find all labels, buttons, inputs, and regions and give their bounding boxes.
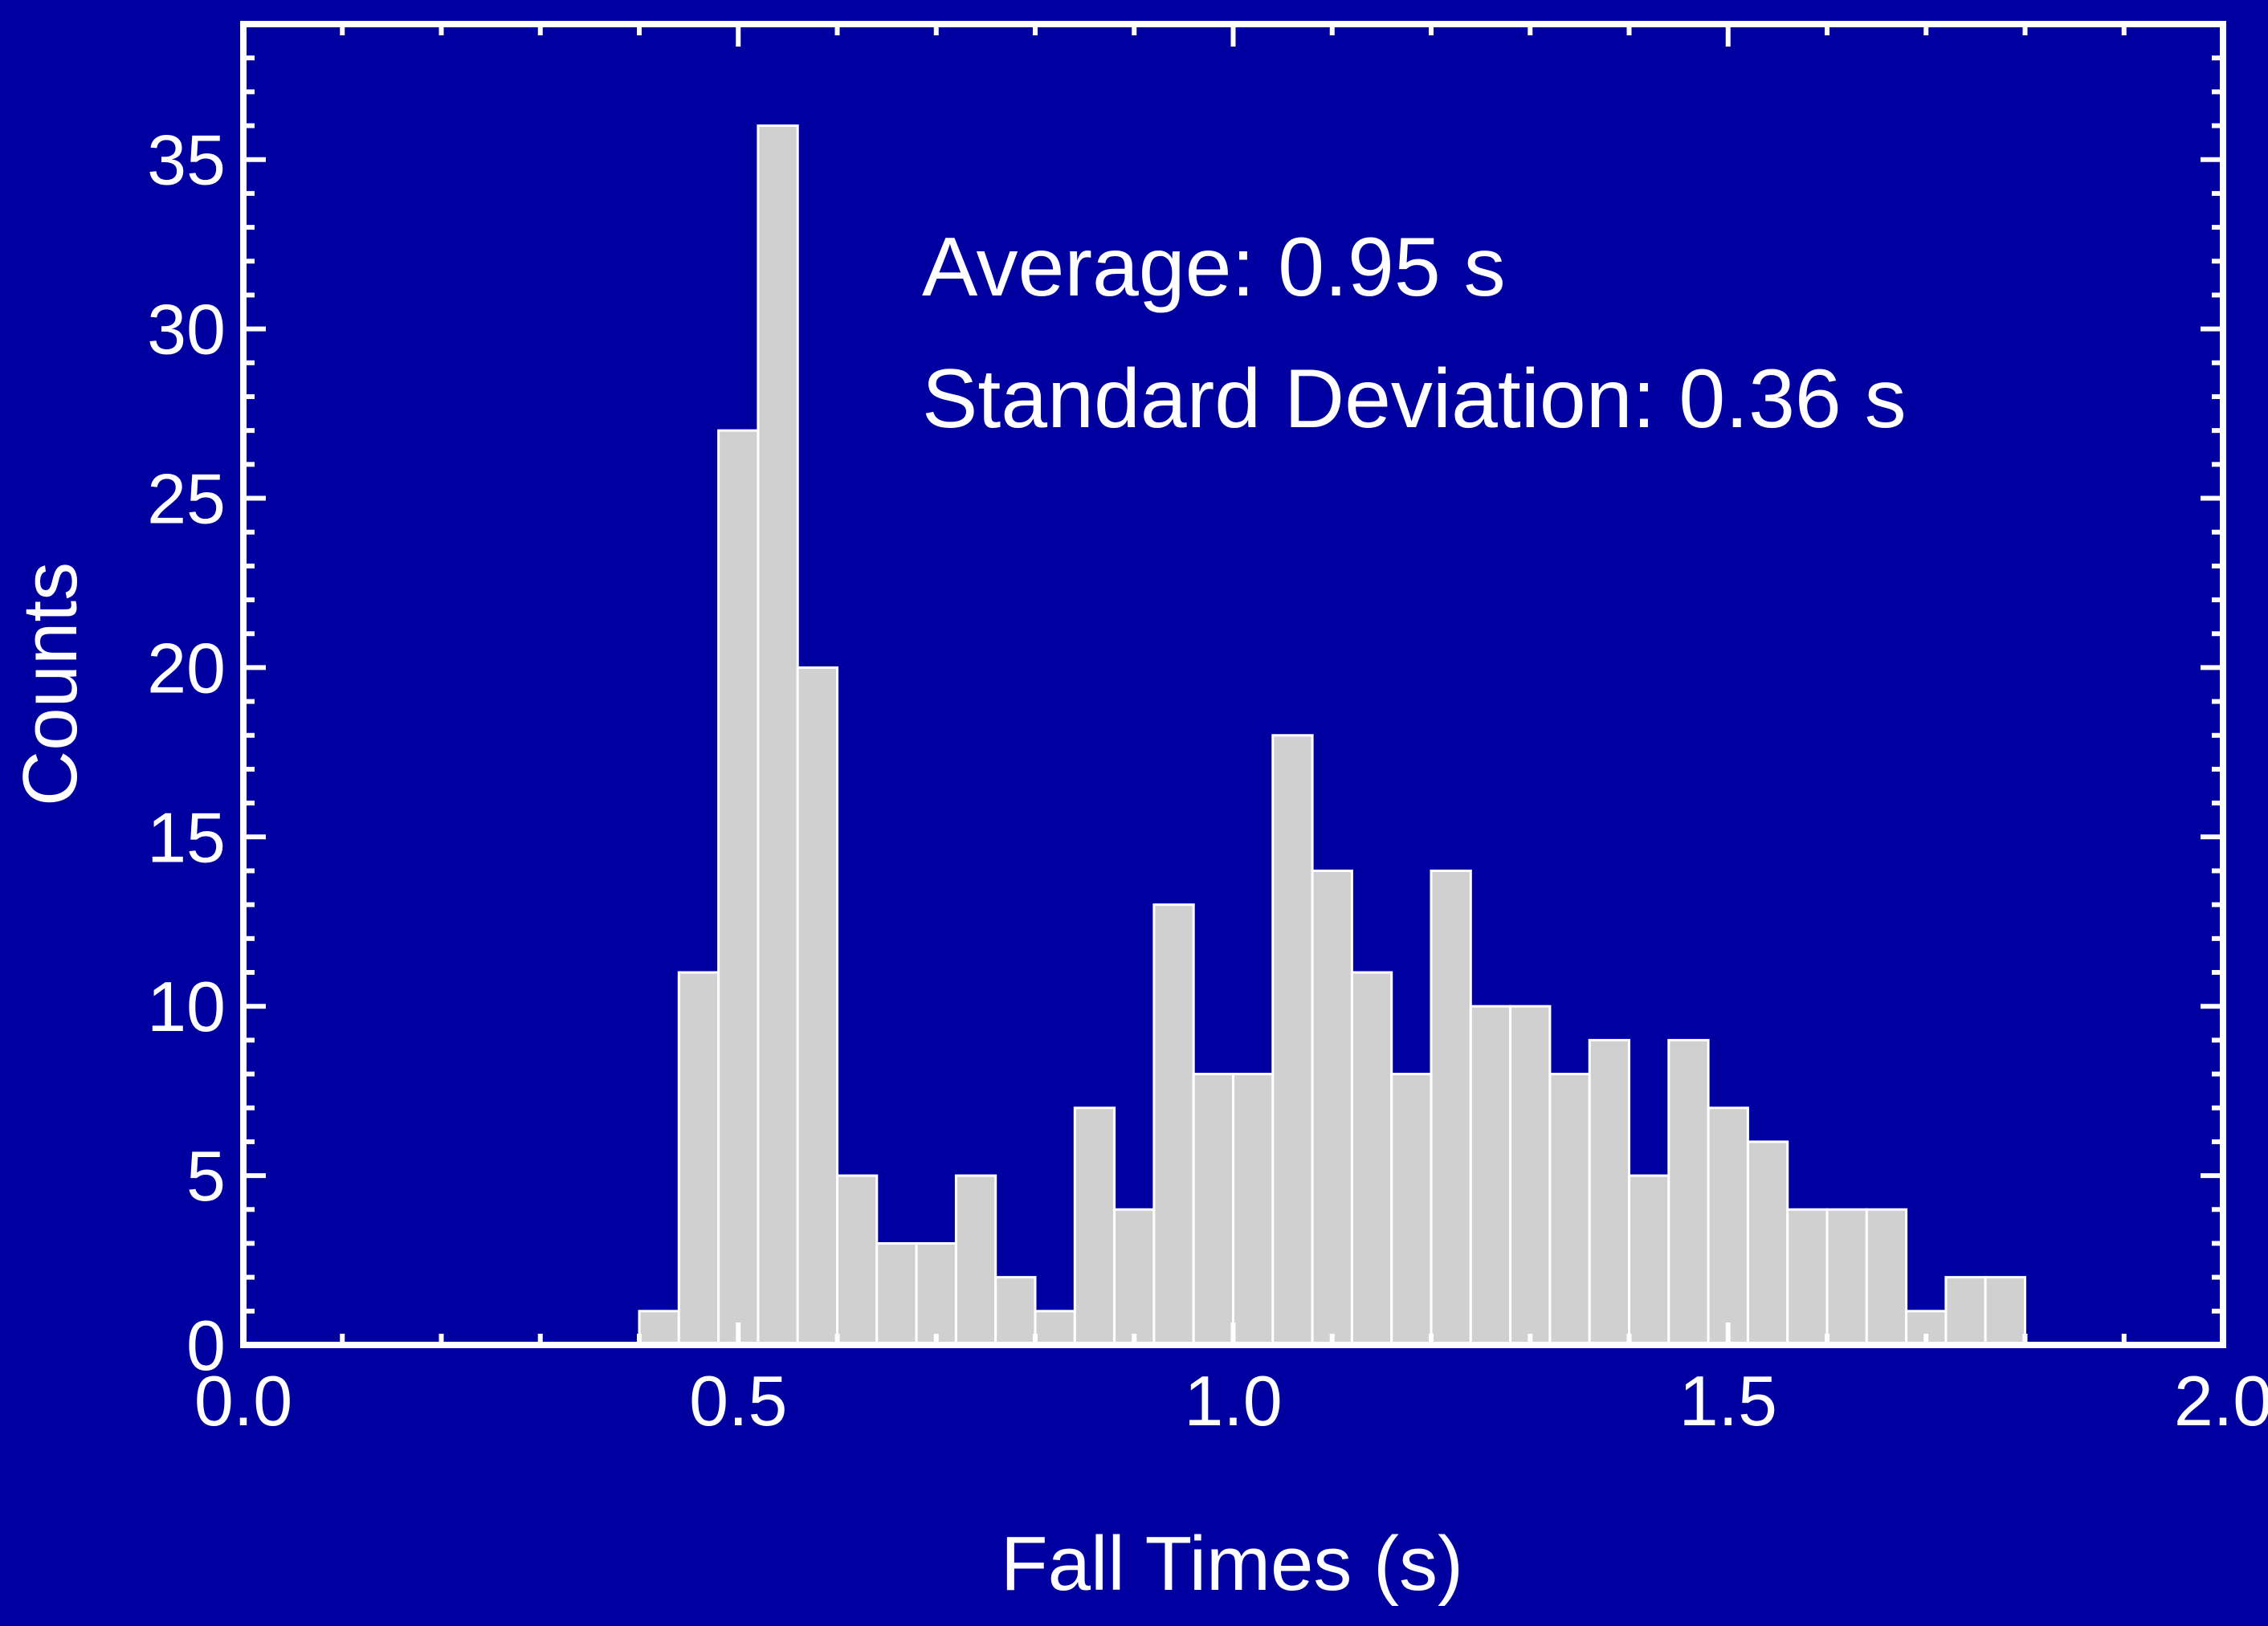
x-axis-title: Fall Times (s) (1001, 1521, 1463, 1607)
histogram-bar-26 (1667, 1038, 1710, 1347)
histogram-bar-8 (954, 1174, 997, 1347)
histogram-bar-18 (1350, 971, 1393, 1347)
histogram-bar-1 (677, 971, 720, 1347)
y-tick-label: 0 (186, 1306, 226, 1385)
histogram-bar-29 (1786, 1208, 1829, 1347)
histogram-bar-2 (717, 429, 760, 1347)
y-axis-title: Counts (7, 562, 93, 806)
histogram-bar-4 (796, 666, 839, 1347)
histogram-bar-9 (994, 1276, 1037, 1347)
histogram-bar-20 (1430, 869, 1472, 1347)
std-deviation-annotation: Standard Deviation: 0.36 s (922, 353, 1907, 446)
histogram-bar-34 (1984, 1276, 2026, 1347)
plot-frame (240, 21, 2226, 1348)
histogram-bar-10 (1034, 1310, 1076, 1347)
y-tick-label: 25 (147, 459, 226, 539)
histogram-bar-12 (1113, 1208, 1156, 1347)
x-tick-label: 1.5 (1679, 1361, 1777, 1441)
y-tick-label: 10 (147, 967, 226, 1046)
histogram-bar-25 (1628, 1174, 1670, 1347)
histogram-bar-0 (638, 1310, 680, 1347)
y-tick-label: 30 (147, 290, 226, 369)
histogram-bar-30 (1825, 1208, 1868, 1347)
histogram-bar-16 (1271, 734, 1314, 1347)
y-tick-label: 35 (147, 120, 226, 200)
histogram-bar-17 (1311, 869, 1353, 1347)
histogram-bar-7 (915, 1241, 957, 1347)
x-tick-label: 0.5 (689, 1361, 787, 1441)
histogram-bar-28 (1746, 1140, 1789, 1347)
histogram-bar-3 (757, 124, 799, 1347)
histogram-bar-15 (1232, 1073, 1275, 1347)
x-tick-label: 2.0 (2174, 1361, 2268, 1441)
axis-tick-labels: 0.0 0.5 1.0 1.5 2.0 0 5 10 15 20 25 30 35 (147, 120, 2268, 1441)
histogram-bars (638, 124, 2026, 1347)
histogram-bar-27 (1707, 1106, 1749, 1347)
average-annotation: Average: 0.95 s (922, 221, 1506, 314)
histogram-bar-22 (1509, 1005, 1552, 1347)
histogram-bar-13 (1152, 903, 1195, 1347)
histogram-bar-33 (1944, 1276, 1987, 1347)
y-tick-label: 5 (186, 1136, 226, 1216)
y-tick-label: 20 (147, 628, 226, 707)
histogram-bar-11 (1073, 1106, 1116, 1347)
histogram-bar-5 (836, 1174, 879, 1347)
histogram-bar-31 (1865, 1208, 1908, 1347)
histogram-bar-6 (875, 1241, 918, 1347)
y-tick-label: 15 (147, 797, 226, 877)
histogram-bar-21 (1469, 1005, 1512, 1347)
x-tick-label: 0.0 (194, 1361, 292, 1441)
histogram-bar-24 (1588, 1038, 1630, 1347)
x-tick-label: 1.0 (1184, 1361, 1282, 1441)
histogram-bar-23 (1548, 1073, 1591, 1347)
histogram-bar-14 (1192, 1073, 1234, 1347)
histogram-bar-19 (1390, 1073, 1433, 1347)
